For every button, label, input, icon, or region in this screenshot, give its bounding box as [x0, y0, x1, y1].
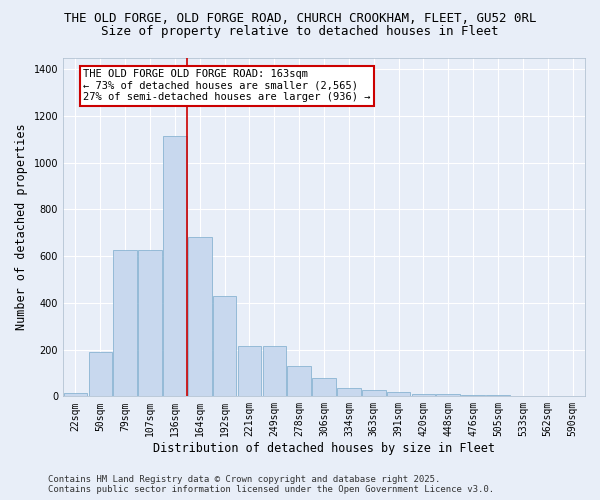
- Bar: [64, 393, 87, 396]
- Bar: [238, 346, 261, 397]
- Bar: [263, 346, 286, 397]
- Text: THE OLD FORGE OLD FORGE ROAD: 163sqm
← 73% of detached houses are smaller (2,565: THE OLD FORGE OLD FORGE ROAD: 163sqm ← 7…: [83, 69, 370, 102]
- Bar: [188, 238, 212, 396]
- Text: THE OLD FORGE, OLD FORGE ROAD, CHURCH CROOKHAM, FLEET, GU52 0RL: THE OLD FORGE, OLD FORGE ROAD, CHURCH CR…: [64, 12, 536, 26]
- Bar: [312, 378, 336, 396]
- Bar: [337, 388, 361, 396]
- Bar: [412, 394, 435, 396]
- Text: Size of property relative to detached houses in Fleet: Size of property relative to detached ho…: [101, 25, 499, 38]
- Bar: [287, 366, 311, 396]
- Bar: [163, 136, 187, 396]
- Bar: [387, 392, 410, 396]
- Bar: [362, 390, 386, 396]
- X-axis label: Distribution of detached houses by size in Fleet: Distribution of detached houses by size …: [153, 442, 495, 455]
- Bar: [113, 250, 137, 396]
- Bar: [89, 352, 112, 397]
- Y-axis label: Number of detached properties: Number of detached properties: [15, 124, 28, 330]
- Bar: [138, 250, 162, 396]
- Text: Contains HM Land Registry data © Crown copyright and database right 2025.
Contai: Contains HM Land Registry data © Crown c…: [48, 474, 494, 494]
- Bar: [436, 394, 460, 396]
- Bar: [213, 296, 236, 396]
